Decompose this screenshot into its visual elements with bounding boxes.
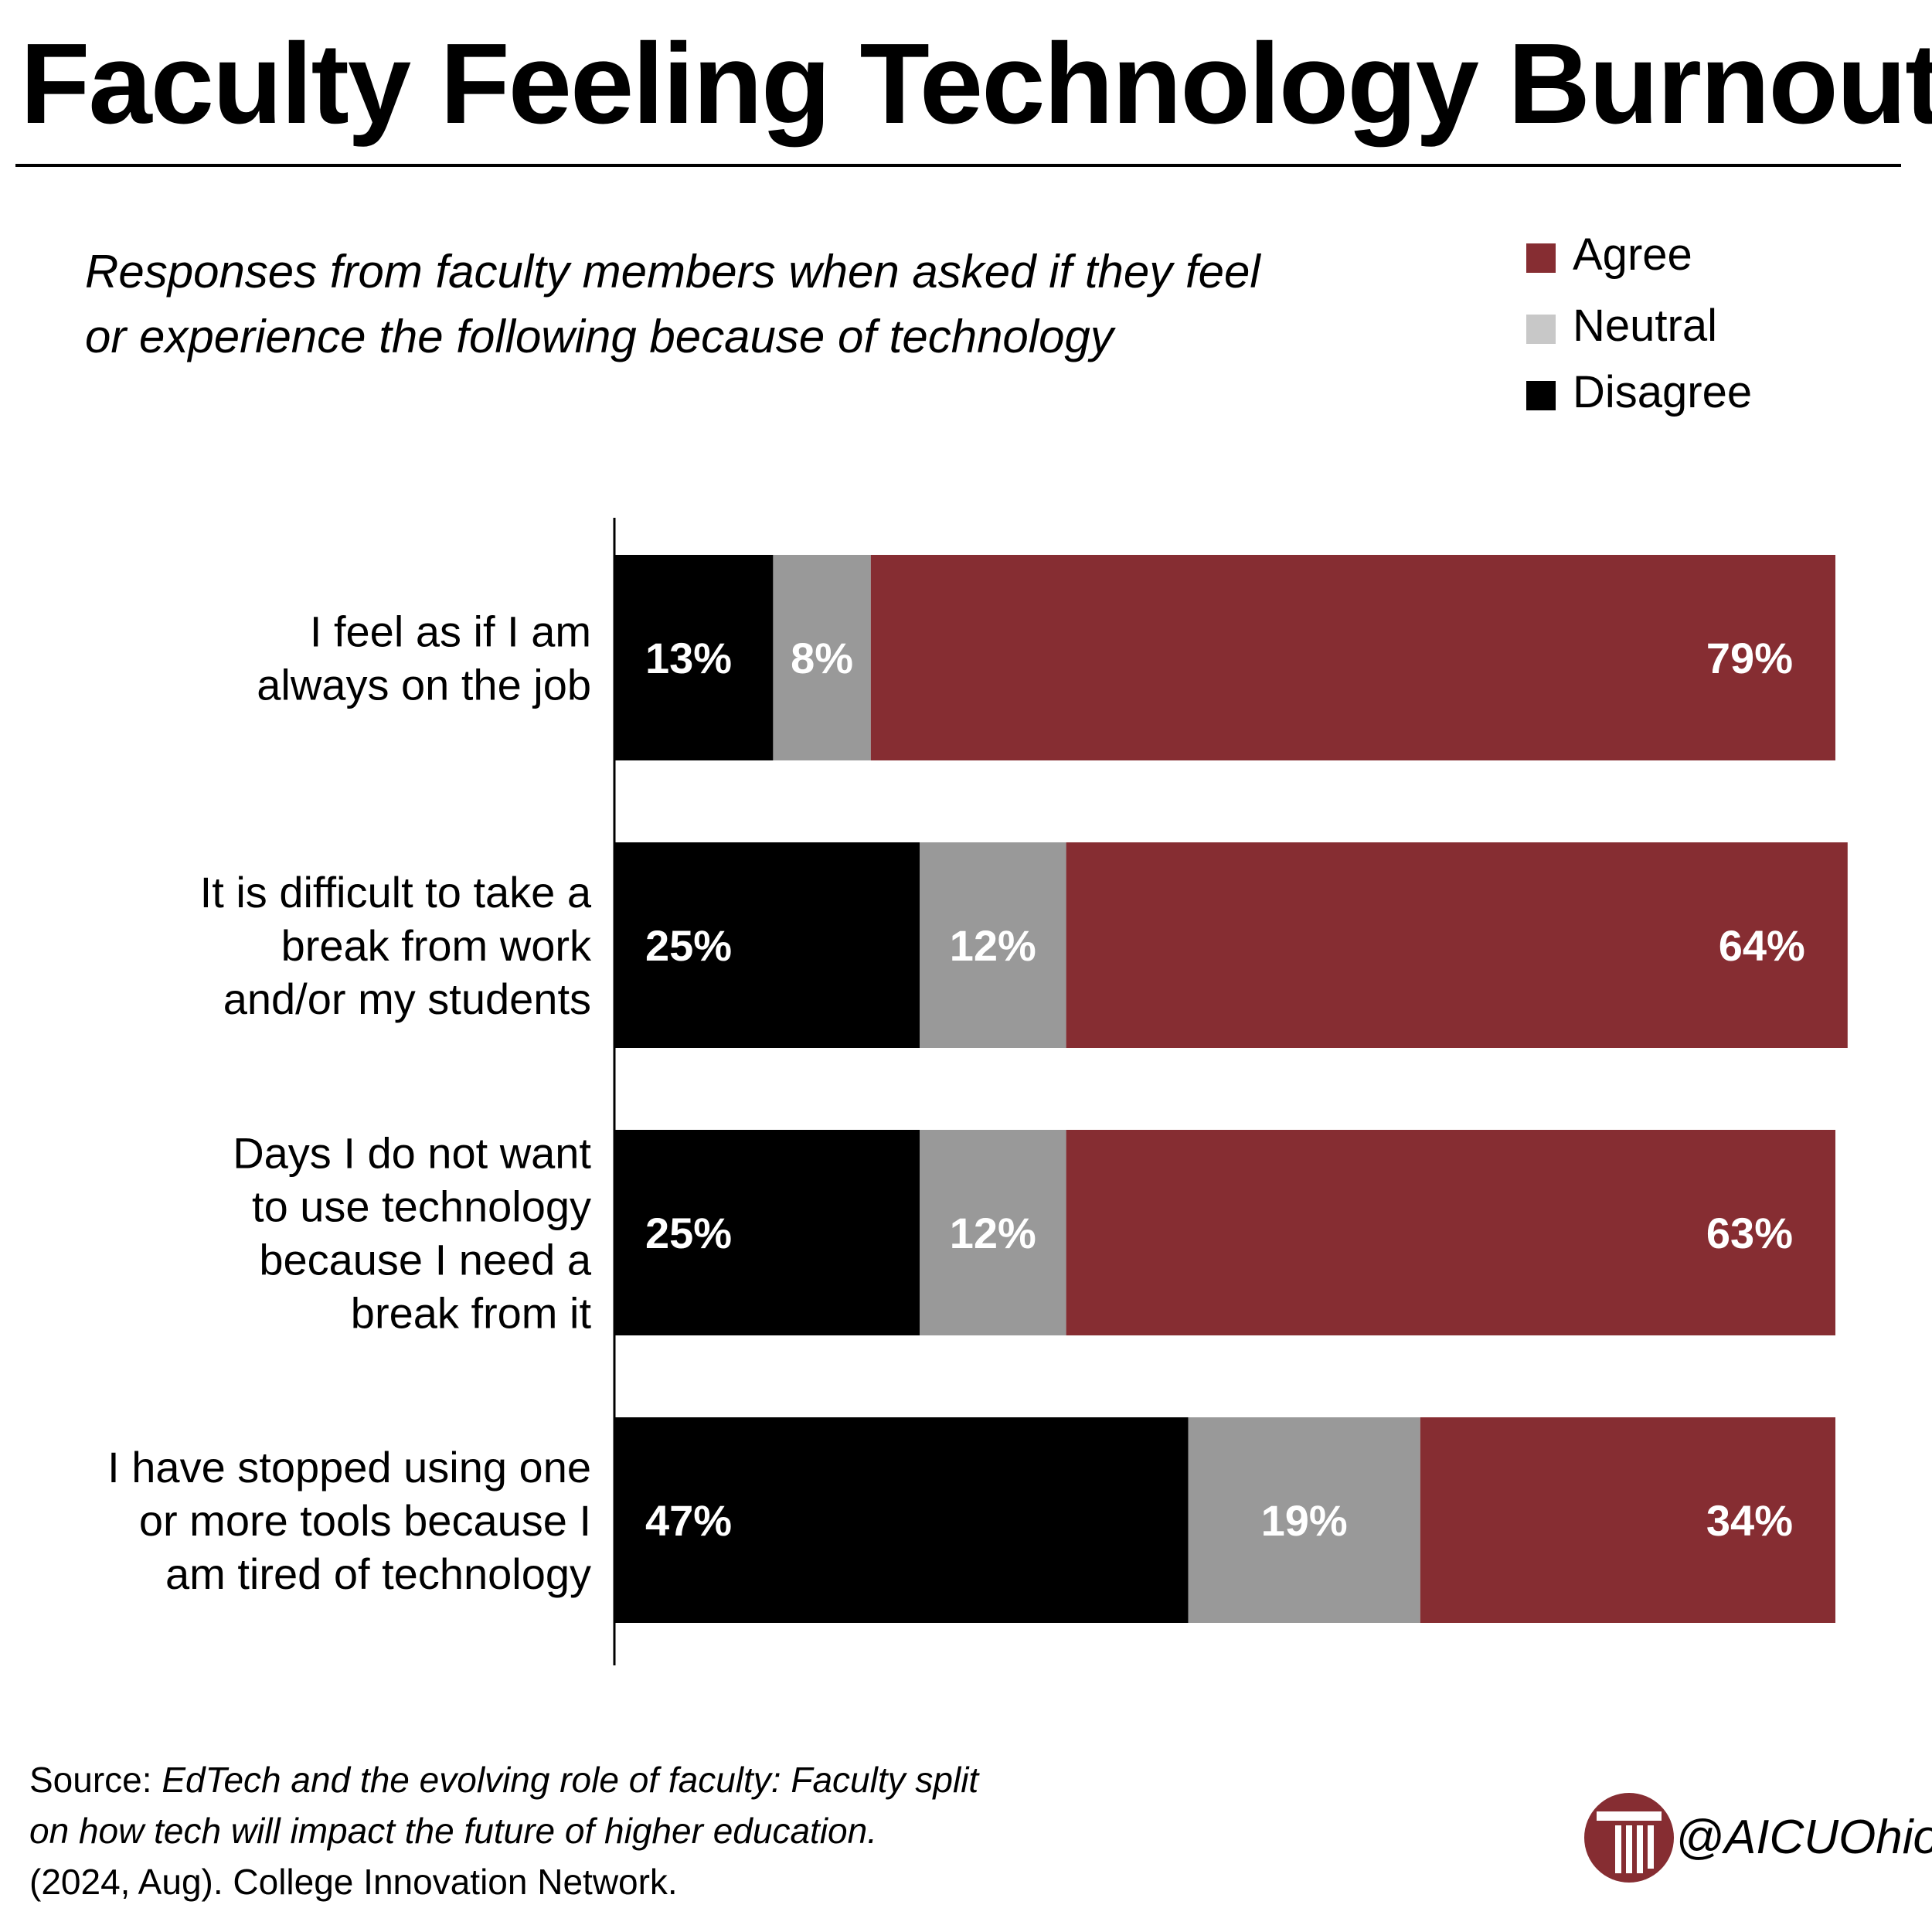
stacked-bar-chart: 13% 8% 79% 25% 12% 64% 25% 12% 63% 47% 19% 34% I fe…: [107, 518, 1848, 1665]
category-label-1-line-1: I feel as if I am: [310, 607, 591, 656]
category-label-2-line-2: break from work: [281, 921, 592, 970]
data-label-disagree-4: 47%: [645, 1496, 732, 1545]
bar-agree-4: [1420, 1417, 1835, 1623]
category-label-3-line-1: Days I do not want: [233, 1129, 591, 1178]
data-label-neutral-1: 8%: [791, 634, 853, 682]
chart-title: Faculty Feeling Technology Burnout: [20, 20, 1932, 148]
bar-disagree-3: [614, 1130, 920, 1335]
category-label-3-line-3: because I need a: [259, 1236, 592, 1284]
aicu-column-logo-icon: [1584, 1793, 1674, 1883]
bar-agree-1: [870, 555, 1835, 760]
data-label-disagree-3: 25%: [645, 1209, 732, 1257]
data-label-agree-3: 63%: [1706, 1209, 1793, 1257]
legend-swatch-agree: [1526, 243, 1556, 273]
legend-label-neutral: Neutral: [1573, 301, 1717, 351]
bar-neutral-2: [920, 842, 1066, 1048]
legend-label-disagree: Disagree: [1573, 367, 1753, 417]
data-label-agree-1: 79%: [1706, 634, 1793, 682]
brand-handle: @AICUOhio: [1675, 1811, 1932, 1864]
legend-swatch-disagree: [1526, 381, 1556, 410]
source-publisher: (2024, Aug). College Innovation Network.: [29, 1862, 678, 1902]
data-label-neutral-2: 12%: [950, 921, 1036, 970]
data-label-neutral-3: 12%: [950, 1209, 1036, 1257]
bar-disagree-4: [614, 1417, 1189, 1623]
legend-label-agree: Agree: [1573, 230, 1692, 280]
bar-agree-3: [1066, 1130, 1835, 1335]
data-label-agree-4: 34%: [1706, 1496, 1793, 1545]
category-label-2-line-3: and/or my students: [223, 975, 591, 1023]
bar-disagree-1: [614, 555, 774, 760]
category-label-3-line-2: to use technology: [252, 1182, 591, 1231]
data-label-disagree-1: 13%: [645, 634, 732, 682]
bar-neutral-4: [1188, 1417, 1420, 1623]
brand-mark: @AICUOhio: [1583, 1791, 1932, 1884]
source-citation: Source: EdTech and the evolving role of …: [29, 1754, 1189, 1907]
category-label-4-line-3: am tired of technology: [165, 1549, 591, 1598]
data-label-neutral-4: 19%: [1261, 1496, 1348, 1545]
subtitle-line-2: or experience the following because of t…: [85, 311, 1114, 362]
bar-agree-2: [1066, 842, 1848, 1048]
source-title-line-2: on how tech will impact the future of hi…: [29, 1811, 877, 1851]
subtitle-line-1: Responses from faculty members when aske…: [85, 246, 1260, 298]
source-prefix: Source:: [29, 1760, 162, 1800]
category-label-4-line-2: or more tools because I: [139, 1496, 591, 1545]
bar-disagree-2: [614, 842, 920, 1048]
title-divider: [15, 164, 1901, 167]
data-label-agree-2: 64%: [1719, 921, 1805, 970]
legend-swatch-neutral: [1526, 315, 1556, 344]
bar-neutral-3: [920, 1130, 1066, 1335]
category-label-3-line-4: break from it: [351, 1289, 592, 1338]
category-label-4-line-1: I have stopped using one: [107, 1443, 591, 1492]
category-labels: I feel as if I am always on the job It is …: [107, 607, 592, 1599]
data-label-disagree-2: 25%: [645, 921, 732, 970]
category-label-2-line-1: It is difficult to take a: [200, 868, 592, 917]
source-title-line-1: EdTech and the evolving role of faculty:…: [162, 1760, 979, 1800]
bar-neutral-1: [773, 555, 871, 760]
chart-subtitle: Responses from faculty members when aske…: [85, 240, 1399, 369]
bars-layer: 13% 8% 79% 25% 12% 64% 25% 12% 63% 47% 19% 34%: [614, 555, 1848, 1623]
category-label-1-line-2: always on the job: [257, 661, 591, 709]
